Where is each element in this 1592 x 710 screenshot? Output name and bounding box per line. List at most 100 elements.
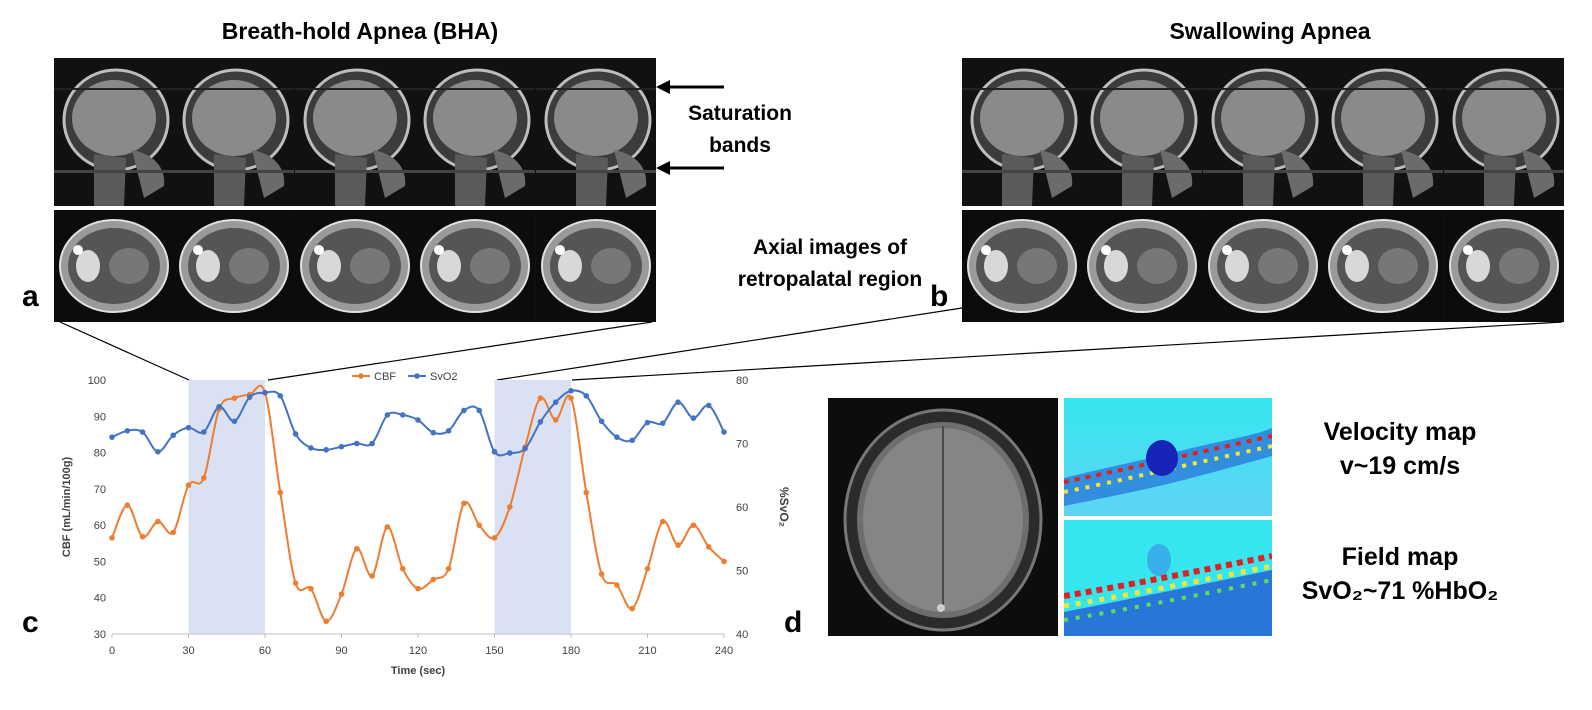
arrow-left-icon — [656, 161, 670, 175]
cbf-data-point — [660, 518, 666, 525]
svo2-data-point — [155, 448, 161, 455]
svo2-data-point — [445, 428, 452, 434]
y2-axis-label: %SvO₂ — [777, 487, 791, 527]
cbf-data-point — [415, 585, 421, 592]
y2-tick-label: 60 — [736, 502, 748, 514]
y-tick-label: 80 — [94, 448, 106, 460]
y-tick-label: 90 — [94, 411, 106, 423]
swallow-axial-strip — [962, 210, 1564, 322]
cbf-data-point — [338, 591, 345, 597]
cbf-data-point — [109, 535, 115, 541]
cbf-data-point — [155, 518, 161, 525]
panel-b-letter: b — [930, 280, 949, 313]
axial-mri-image — [962, 210, 1082, 322]
svo2-data-point — [139, 429, 146, 435]
velocity-map-title: Velocity map — [1323, 418, 1477, 446]
y-tick-label: 100 — [88, 375, 106, 387]
cbf-data-point — [139, 533, 146, 540]
cbf-svo2-chart: 0 30 60 90 120 150 180 210 240304050607080901004… — [61, 371, 791, 677]
svo2-data-point — [185, 424, 192, 431]
saturation-bands-label: Saturation bands — [660, 98, 820, 162]
svo2-data-point — [201, 429, 207, 435]
cbf-data-point — [399, 565, 406, 572]
cbf-data-point — [124, 502, 131, 508]
arrow-left-icon — [656, 80, 670, 94]
swallow-sagittal-strip — [962, 58, 1564, 206]
svo2-data-point — [231, 418, 238, 425]
axial-mri-image — [294, 210, 415, 322]
svo2-data-point — [262, 389, 268, 396]
cbf-data-point — [384, 524, 391, 530]
cbf-data-point — [430, 576, 437, 583]
sagittal-mri-image — [1202, 58, 1323, 206]
svo2-data-point — [598, 418, 605, 425]
svo2-data-point — [660, 420, 666, 426]
svo2-data-point — [415, 417, 421, 423]
x-tick-label: 240 — [715, 645, 733, 657]
axial-mri-image — [1323, 210, 1444, 322]
axial-mri-image — [535, 210, 656, 322]
svo2-data-point — [721, 429, 727, 435]
axial-images-label: Axial images of retropalatal region — [720, 232, 940, 296]
field-map-image — [1064, 520, 1272, 636]
y-tick-label: 30 — [94, 629, 106, 641]
svo2-data-point — [614, 434, 620, 440]
cbf-data-point — [690, 522, 697, 528]
cbf-data-point — [308, 585, 314, 592]
svo2-data-point — [170, 432, 176, 439]
axial-mri-image — [1443, 210, 1564, 322]
y2-tick-label: 40 — [736, 629, 748, 641]
velocity-map-image — [1064, 398, 1272, 516]
axial-mri-image — [1082, 210, 1203, 322]
svo2-data-point — [124, 428, 131, 434]
y2-tick-label: 50 — [736, 566, 748, 578]
panel-d-letter: d — [784, 606, 803, 639]
y-tick-label: 40 — [94, 593, 106, 605]
y2-tick-label: 80 — [736, 375, 748, 387]
axial-mri-image — [54, 210, 174, 322]
svo2-data-point — [308, 445, 314, 451]
saturation-arrows — [656, 80, 724, 175]
cbf-data-point — [552, 417, 559, 423]
axial-mri-image — [1202, 210, 1323, 322]
svo2-data-point — [507, 450, 513, 456]
cbf-data-point — [583, 489, 590, 496]
svo2-data-point — [246, 394, 253, 400]
svo2-data-point — [644, 419, 651, 426]
cbf-data-point — [231, 395, 238, 401]
cbf-data-point — [170, 529, 176, 536]
axial-mri-image — [415, 210, 536, 322]
axial-label-line1: Axial images of — [752, 236, 908, 259]
panel-c-letter: c — [22, 606, 39, 639]
y-tick-label: 50 — [94, 556, 106, 568]
velocity-value: v~19 cm/s — [1339, 452, 1461, 480]
svo2-data-point — [384, 412, 391, 418]
svo2-data-point — [476, 407, 483, 414]
x-axis-label: Time (sec) — [391, 665, 446, 677]
svo2-data-point — [292, 431, 299, 437]
legend-marker — [414, 373, 420, 379]
sagittal-mri-image — [54, 58, 174, 206]
x-tick-label: 0 — [109, 645, 115, 657]
sagittal-mri-image — [535, 58, 656, 206]
bha-sagittal-strip — [54, 58, 656, 206]
svo2-data-point — [690, 415, 697, 421]
velocity-map-label: Velocity map v~19 cm/s — [1290, 415, 1510, 483]
cbf-data-point — [644, 565, 651, 572]
cbf-data-point — [445, 565, 452, 572]
sagittal-mri-image — [174, 58, 295, 206]
svo2-data-point — [354, 440, 360, 447]
cbf-data-point — [598, 571, 605, 577]
cbf-data-point — [277, 489, 284, 496]
svo2-data-point — [705, 402, 712, 409]
cbf-data-point — [568, 395, 574, 401]
svo2-data-point — [430, 429, 437, 436]
axial-label-line2: retropalatal region — [737, 268, 923, 291]
cbf-data-point — [323, 618, 330, 625]
svo2-data-point — [461, 407, 467, 414]
svo2-data-point — [216, 403, 222, 410]
sagittal-mri-image — [294, 58, 415, 206]
panel-b-title: Swallowing Apnea — [1169, 18, 1371, 44]
svo2-data-point — [568, 387, 574, 394]
